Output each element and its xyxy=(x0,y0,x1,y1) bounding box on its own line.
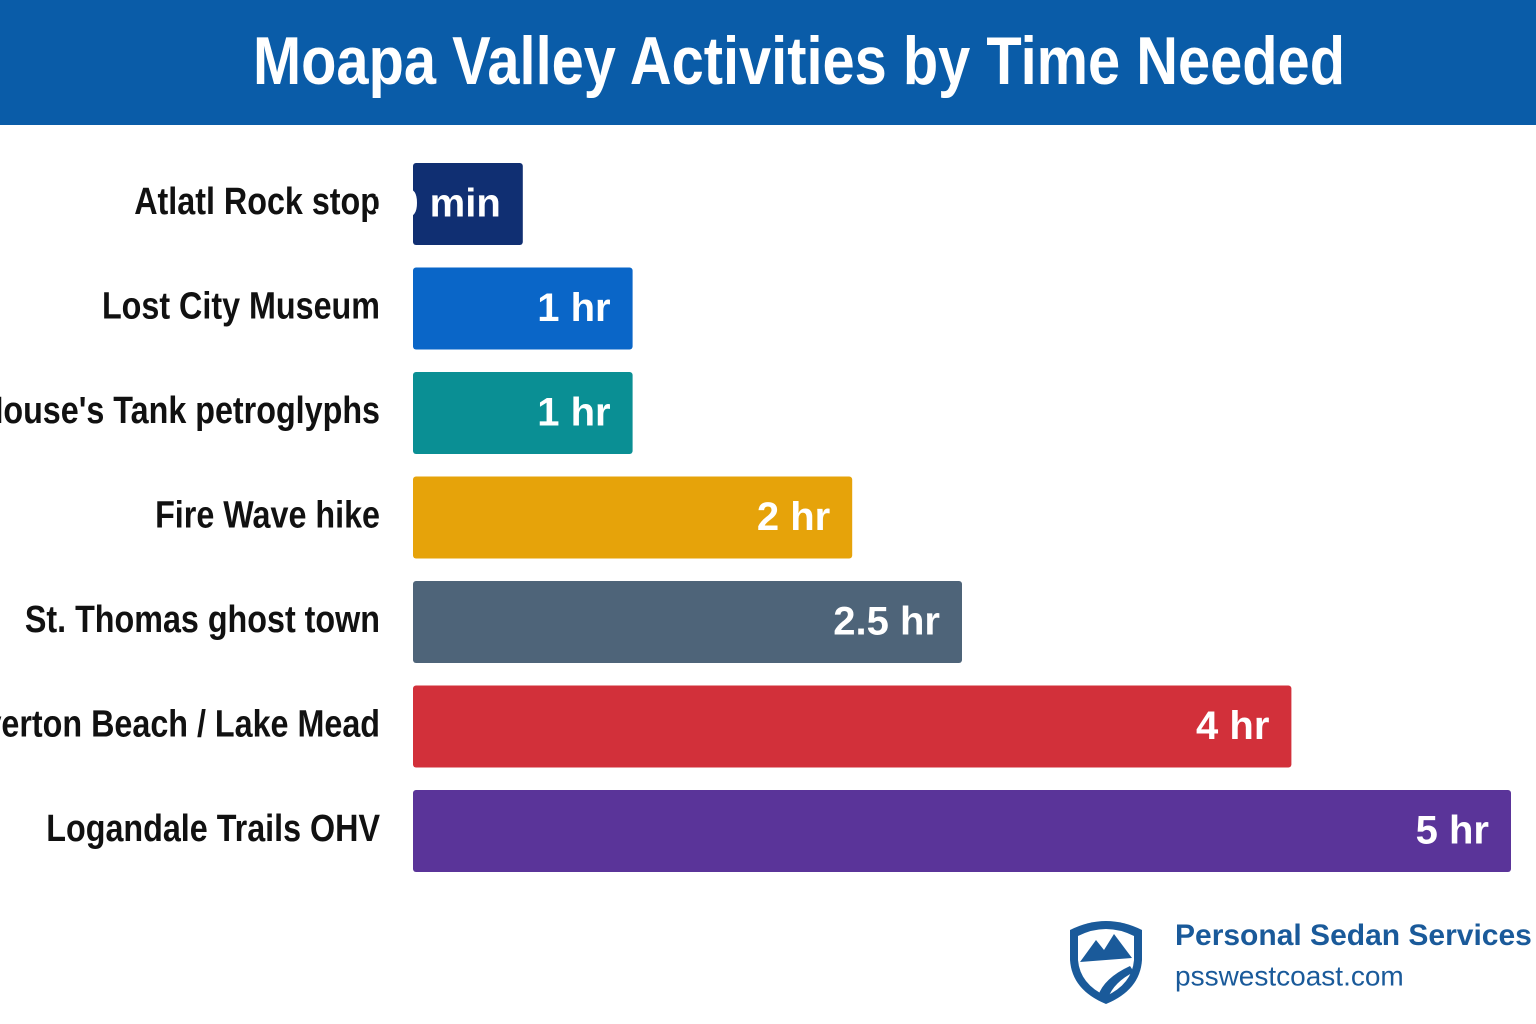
category-label: St. Thomas ghost town xyxy=(25,599,380,641)
category-label: Fire Wave hike xyxy=(155,494,380,536)
bar xyxy=(413,476,853,559)
bar xyxy=(413,267,633,350)
value-label: 2 hr xyxy=(757,495,830,539)
category-label: Logandale Trails OHV xyxy=(46,808,380,850)
category-label: Mouse's Tank petroglyphs xyxy=(0,390,380,432)
value-label: 5 hr xyxy=(1416,809,1489,853)
bar xyxy=(413,790,1511,872)
title-group: Moapa Valley Activities by Time Needed xyxy=(253,24,1345,99)
value-label: 1 hr xyxy=(537,391,610,435)
value-label: 1 hr xyxy=(537,286,610,330)
value-label: 4 hr xyxy=(1196,704,1269,748)
category-label: Overton Beach / Lake Mead xyxy=(0,703,380,745)
bar xyxy=(413,372,633,454)
category-label: Lost City Museum xyxy=(102,285,380,327)
chart-title: Moapa Valley Activities by Time Needed xyxy=(253,24,1345,99)
bar xyxy=(413,163,523,245)
title-bar xyxy=(0,0,1536,125)
brand-url: psswestcoast.com xyxy=(1175,960,1404,991)
value-label: 30 min xyxy=(374,182,501,226)
value-label: 2.5 hr xyxy=(833,600,940,644)
brand: Personal Sedan Services xyxy=(1175,919,1532,952)
bar xyxy=(413,685,1292,768)
logo xyxy=(1070,921,1142,1004)
label-group: Atlatl Rock stop Lost City Museum Mouse's … xyxy=(0,181,380,850)
bar xyxy=(413,581,962,663)
category-label: Atlatl Rock stop xyxy=(134,181,380,223)
